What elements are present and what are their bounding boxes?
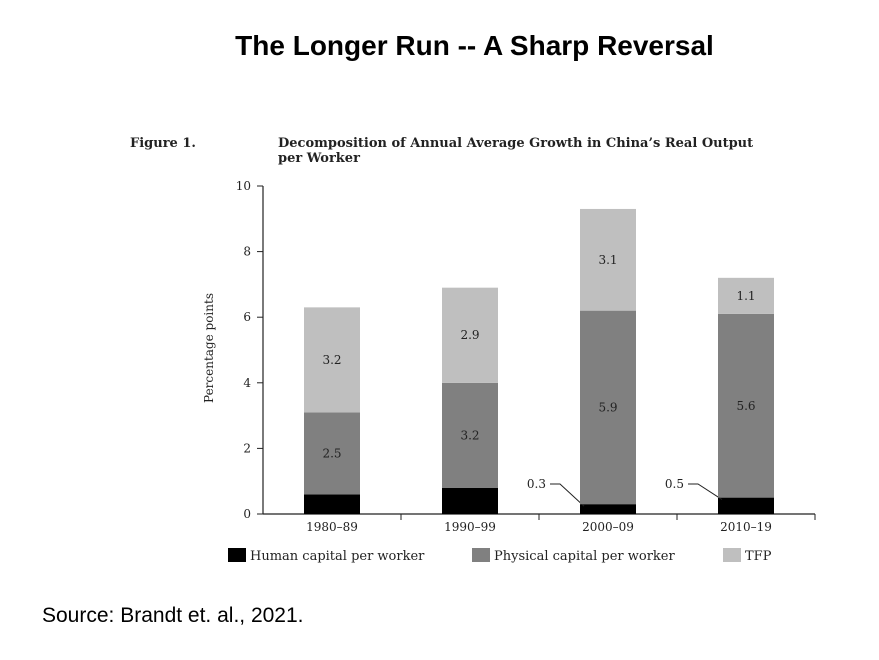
data-label: 0.3 — [527, 477, 546, 491]
x-tick-label: 2000–09 — [582, 520, 634, 534]
data-label: 1.1 — [736, 289, 755, 303]
legend-label: TFP — [745, 549, 772, 564]
bar-segment — [442, 382, 498, 488]
chart-title-line-2: per Worker — [278, 151, 360, 166]
data-label: 3.2 — [322, 353, 341, 367]
bar-segment — [718, 277, 774, 314]
y-tick-label: 0 — [243, 507, 251, 521]
legend: Human capital per worker Physical capital… — [228, 548, 772, 564]
y-axis-label: Percentage points — [202, 293, 216, 403]
data-label: 0.5 — [665, 477, 684, 491]
y-tick-label: 10 — [236, 179, 251, 193]
slide-title: The Longer Run -- A Sharp Reversal — [235, 30, 714, 61]
bar-segment — [580, 310, 636, 505]
y-tick-label: 4 — [243, 376, 251, 390]
data-label: 2.9 — [460, 328, 479, 342]
x-tick-label: 2010–19 — [720, 520, 772, 534]
bar-segment — [442, 487, 498, 514]
legend-swatch — [472, 548, 490, 562]
x-tick-label: 1980–89 — [306, 520, 358, 534]
data-label: 5.6 — [736, 399, 755, 413]
data-label: 5.9 — [598, 400, 617, 414]
leader-line — [550, 483, 585, 507]
source-note: Source: Brandt et. al., 2021. — [42, 604, 304, 627]
legend-swatch — [228, 548, 246, 562]
leader-line — [688, 483, 723, 501]
figure-label: Figure 1. — [130, 136, 196, 151]
bar-segment — [718, 313, 774, 498]
chart-title-line-1: Decomposition of Annual Average Growth i… — [278, 136, 753, 151]
plot-area: 0 2 4 6 8 10 1980–89 2.5 3.2 1990–99 3.2 2.9 2000–09… — [236, 179, 816, 534]
bar-segment — [580, 208, 636, 311]
bar-segment — [304, 307, 360, 413]
y-tick-label: 2 — [243, 441, 251, 455]
data-label: 3.1 — [598, 253, 617, 267]
bar-segment — [718, 497, 774, 514]
y-tick-label: 8 — [243, 245, 251, 259]
data-label: 2.5 — [322, 446, 341, 460]
stacked-bar-chart: Figure 1. Decomposition of Annual Averag… — [130, 136, 816, 564]
y-tick-label: 6 — [243, 310, 251, 324]
bar-segment — [304, 494, 360, 514]
bar-segment — [304, 412, 360, 495]
data-label: 3.2 — [460, 428, 479, 442]
bar-segment — [442, 287, 498, 383]
bar-segment — [580, 504, 636, 514]
legend-label: Human capital per worker — [250, 549, 425, 564]
legend-label: Physical capital per worker — [494, 549, 675, 564]
legend-swatch — [723, 548, 741, 562]
x-tick-label: 1990–99 — [444, 520, 496, 534]
